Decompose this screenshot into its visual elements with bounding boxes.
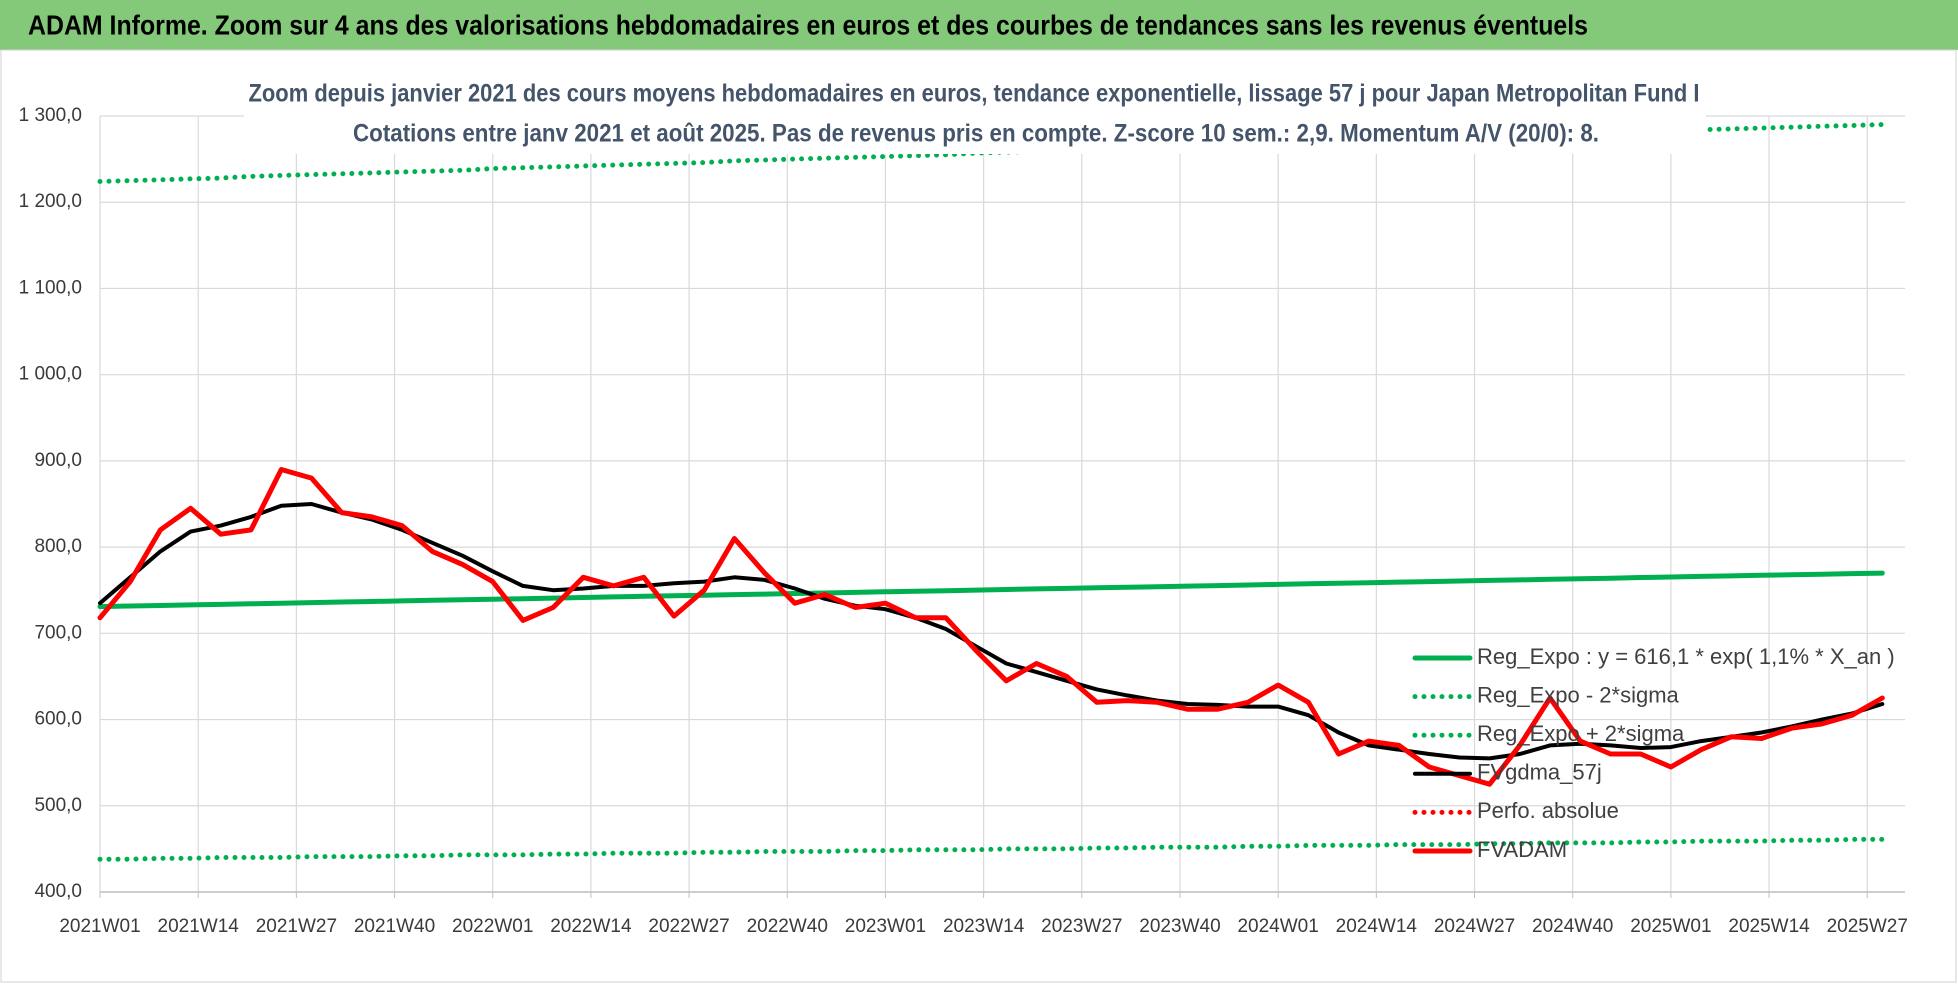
header-bar — [0, 0, 1958, 50]
y-tick-label: 900,0 — [34, 450, 82, 471]
y-tick-label: 400,0 — [34, 881, 82, 902]
x-tick-label: 2022W14 — [550, 916, 632, 937]
legend-label: FVADAM — [1477, 837, 1567, 862]
series-line — [97, 467, 1885, 787]
x-tick-label: 2021W27 — [256, 916, 337, 937]
y-tick-label: 1 000,0 — [19, 364, 82, 385]
y-tick-label: 600,0 — [34, 709, 82, 730]
y-tick-label: 700,0 — [34, 622, 82, 643]
x-tick-label: 2024W01 — [1237, 916, 1318, 937]
x-tick-label: 2025W14 — [1728, 916, 1810, 937]
legend-label: Perfo. absolue — [1477, 798, 1619, 823]
x-tick-label: 2024W14 — [1336, 916, 1418, 937]
x-tick-label: 2022W27 — [648, 916, 729, 937]
chart-subtitle: Cotations entre janv 2021 et août 2025. … — [353, 120, 1599, 148]
x-tick-label: 2021W01 — [59, 916, 140, 937]
legend-label: Reg_Expo : y = 616,1 * exp( 1,1% * X_an … — [1477, 644, 1895, 669]
x-tick-label: 2021W40 — [354, 916, 435, 937]
x-tick-label: 2024W40 — [1532, 916, 1613, 937]
x-tick-label: 2023W14 — [943, 916, 1025, 937]
x-tick-label: 2024W27 — [1434, 916, 1515, 937]
frame — [0, 49, 1957, 983]
legend: Reg_Expo : y = 616,1 * exp( 1,1% * X_an … — [1412, 644, 1895, 862]
x-tick-label: 2021W14 — [158, 916, 240, 937]
legend-label: Reg_Expo + 2*sigma — [1477, 721, 1685, 746]
chart-title: Zoom depuis janvier 2021 des cours moyen… — [249, 80, 1700, 108]
x-tick-label: 2023W40 — [1139, 916, 1220, 937]
y-tick-label: 1 100,0 — [19, 277, 82, 298]
y-tick-label: 1 200,0 — [19, 191, 82, 212]
y-tick-label: 1 300,0 — [19, 105, 82, 126]
x-tick-label: 2023W27 — [1041, 916, 1122, 937]
title-box — [244, 78, 1706, 154]
x-tick-label: 2025W27 — [1827, 916, 1908, 937]
x-tick-label: 2022W01 — [452, 916, 533, 937]
x-tick-label: 2022W40 — [747, 916, 828, 937]
series-line — [97, 570, 1885, 610]
grid: 400,0 500,0 600,0 700,0 800,0 900,0 1 000,0 1 1… — [19, 105, 1908, 937]
header-title: ADAM Informe. Zoom sur 4 ans des valoris… — [28, 9, 1588, 40]
legend-label: Reg_Expo - 2*sigma — [1477, 682, 1680, 707]
y-tick-label: 800,0 — [34, 536, 82, 557]
x-tick-label: 2023W01 — [845, 916, 926, 937]
y-tick-label: 500,0 — [34, 795, 82, 816]
plot-area — [100, 116, 1905, 892]
series-line — [97, 836, 1885, 862]
x-tick-label: 2025W01 — [1630, 916, 1711, 937]
legend-label: FVgdma_57j — [1477, 760, 1602, 785]
